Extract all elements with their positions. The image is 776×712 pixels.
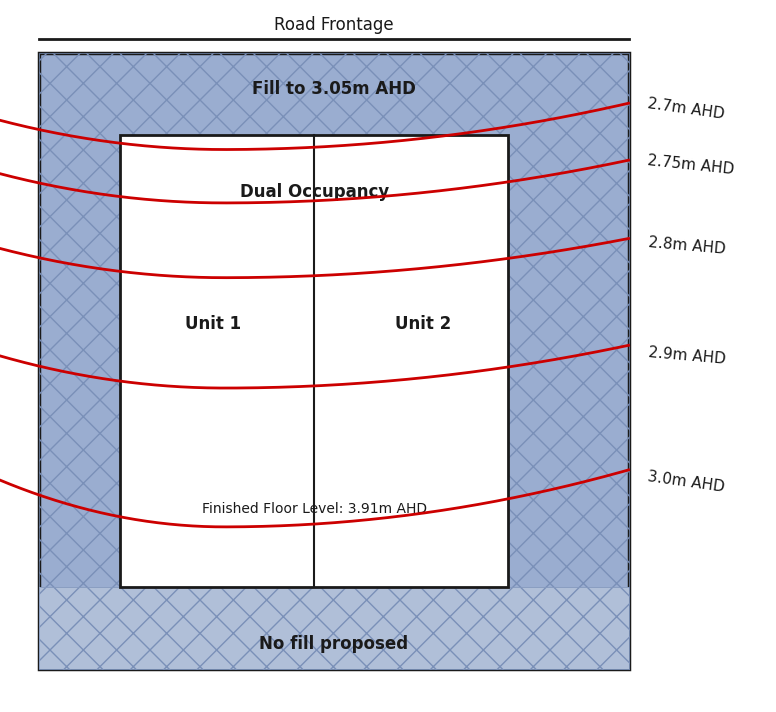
Text: Finished Floor Level: 3.91m AHD: Finished Floor Level: 3.91m AHD (202, 502, 427, 516)
Text: No fill proposed: No fill proposed (259, 635, 408, 654)
Text: 2.7m AHD: 2.7m AHD (647, 96, 726, 122)
Text: 2.9m AHD: 2.9m AHD (647, 345, 726, 367)
Text: Dual Occupancy: Dual Occupancy (240, 183, 389, 201)
Text: Fill to 3.05m AHD: Fill to 3.05m AHD (251, 80, 416, 98)
Bar (39, 53, 629, 669)
Text: 2.8m AHD: 2.8m AHD (647, 235, 726, 256)
Text: Unit 1: Unit 1 (185, 315, 241, 333)
Text: 2.75m AHD: 2.75m AHD (647, 153, 736, 177)
Bar (39, 587, 629, 669)
Text: 3.0m AHD: 3.0m AHD (647, 470, 726, 496)
Bar (39, 587, 629, 669)
Text: Unit 2: Unit 2 (395, 315, 451, 333)
Bar (120, 135, 508, 587)
Bar (39, 53, 629, 669)
Text: Road Frontage: Road Frontage (274, 16, 393, 34)
